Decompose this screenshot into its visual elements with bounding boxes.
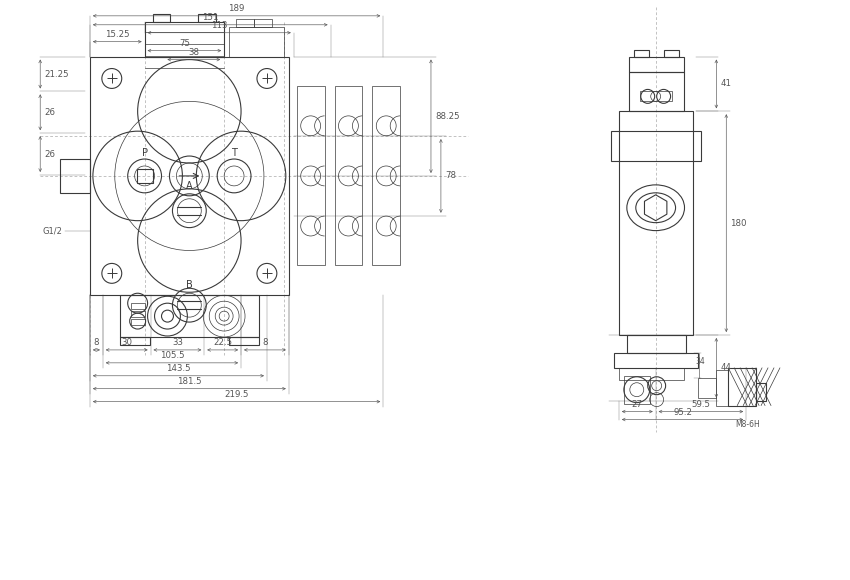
Text: 44: 44 <box>720 363 731 372</box>
Bar <box>335 86 362 266</box>
Bar <box>624 376 649 404</box>
Bar <box>372 86 400 266</box>
Bar <box>640 92 672 102</box>
Text: 33: 33 <box>172 338 183 347</box>
Text: 38: 38 <box>189 48 200 57</box>
Text: 26: 26 <box>44 108 55 117</box>
Text: 180: 180 <box>730 219 747 227</box>
Bar <box>619 111 694 335</box>
Text: 95.2: 95.2 <box>673 408 692 416</box>
Text: 113: 113 <box>211 21 228 30</box>
Text: P: P <box>142 148 148 158</box>
Bar <box>131 311 145 317</box>
Text: 21.25: 21.25 <box>44 70 69 78</box>
Text: 26: 26 <box>44 150 55 158</box>
Text: 189: 189 <box>229 4 245 13</box>
Text: 151: 151 <box>202 13 218 22</box>
Bar <box>230 27 284 57</box>
Bar <box>629 71 683 111</box>
Text: 41: 41 <box>720 79 731 88</box>
Bar <box>60 159 90 193</box>
Bar <box>198 14 216 22</box>
Text: 22.5: 22.5 <box>213 338 232 347</box>
Bar <box>614 353 699 368</box>
Text: 78: 78 <box>445 172 456 180</box>
Text: 75: 75 <box>178 39 190 48</box>
Text: 8: 8 <box>262 338 268 347</box>
Text: 34: 34 <box>695 357 706 366</box>
Bar <box>629 57 683 71</box>
Text: 219.5: 219.5 <box>224 390 249 398</box>
Bar <box>236 19 254 27</box>
Text: 15.25: 15.25 <box>105 30 129 39</box>
Bar <box>717 370 728 405</box>
Bar <box>756 383 766 401</box>
Text: 27: 27 <box>632 400 643 408</box>
Bar <box>254 19 272 27</box>
Text: 181.5: 181.5 <box>177 377 201 386</box>
Bar <box>144 22 224 57</box>
Text: 88.25: 88.25 <box>435 112 460 121</box>
Bar <box>137 169 152 183</box>
Bar <box>152 14 171 22</box>
Text: 8: 8 <box>94 338 99 347</box>
Text: 30: 30 <box>122 338 133 347</box>
Bar <box>664 50 678 57</box>
Bar <box>611 131 701 161</box>
Bar <box>626 335 685 353</box>
Text: M8-6H: M8-6H <box>734 419 760 429</box>
Bar <box>131 319 145 325</box>
Bar <box>297 86 325 266</box>
Text: 59.5: 59.5 <box>691 400 711 408</box>
Bar <box>634 50 649 57</box>
Bar <box>90 57 289 295</box>
Text: B: B <box>186 280 193 290</box>
Text: T: T <box>231 148 237 158</box>
Bar <box>728 368 756 405</box>
Bar <box>131 303 145 309</box>
Text: 105.5: 105.5 <box>160 351 184 360</box>
Text: 143.5: 143.5 <box>166 364 190 373</box>
Text: A: A <box>186 181 193 191</box>
Bar <box>230 337 259 345</box>
Bar <box>120 295 259 337</box>
Text: G1/2: G1/2 <box>42 226 62 235</box>
Bar <box>699 378 717 398</box>
Bar <box>619 368 683 380</box>
Bar <box>120 337 150 345</box>
